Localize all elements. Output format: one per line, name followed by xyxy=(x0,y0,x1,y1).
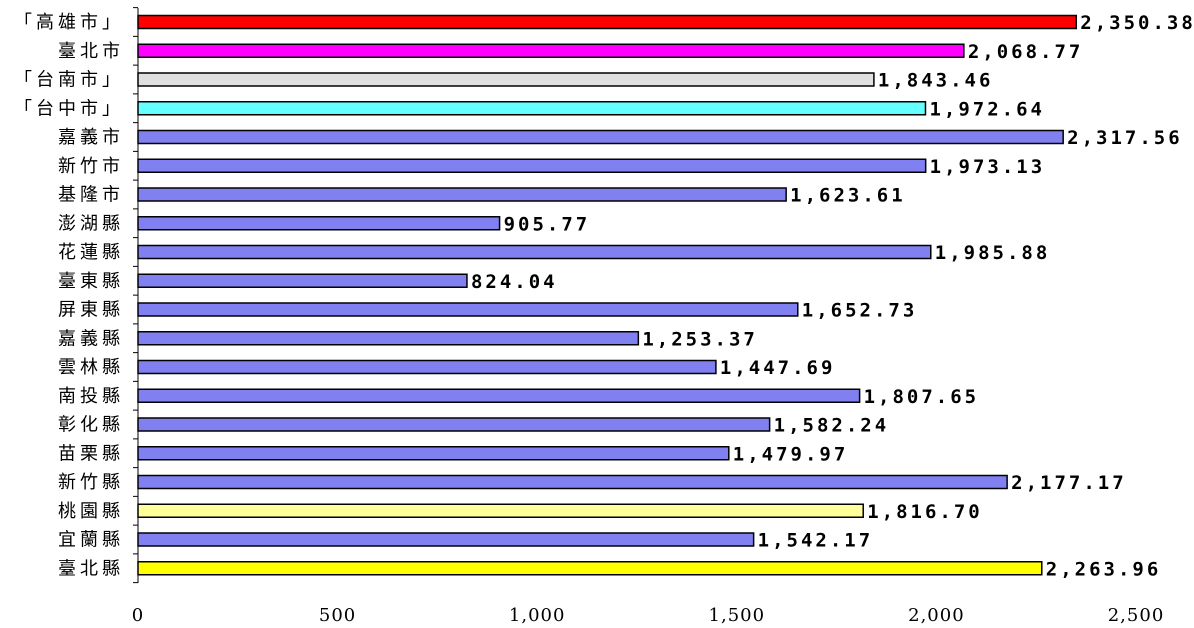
category-label: 雲林縣 xyxy=(58,357,124,378)
category-label: 澎湖縣 xyxy=(58,213,124,234)
value-label: 2,177.17 xyxy=(1011,472,1127,494)
category-label: 新竹縣 xyxy=(58,472,124,493)
category-label: 花蓮縣 xyxy=(58,242,124,263)
value-label: 1,807.65 xyxy=(864,386,980,408)
bar xyxy=(137,474,1008,490)
category-label: 嘉義縣 xyxy=(58,328,124,349)
value-label: 2,263.96 xyxy=(1046,558,1162,580)
bar xyxy=(137,561,1043,576)
category-labels: 「高雄市」臺北市「台南市」「台中市」嘉義市新竹市基隆市澎湖縣花蓮縣臺東縣屏東縣嘉… xyxy=(14,12,124,579)
value-label: 1,972.64 xyxy=(929,98,1045,120)
x-tick-labels: 0 500 1,000 1,500 2,000 2,500 xyxy=(132,605,1165,626)
category-label: 宜蘭縣 xyxy=(58,530,124,551)
bar xyxy=(137,446,730,461)
bar xyxy=(137,417,771,432)
category-label: 「台中市」 xyxy=(14,98,124,119)
category-label: 基隆市 xyxy=(58,185,124,206)
category-label: 「高雄市」 xyxy=(14,12,124,33)
bar xyxy=(137,532,755,547)
value-label: 824.04 xyxy=(471,271,558,293)
x-tick-label: 2,000 xyxy=(908,605,965,626)
value-label: 1,652.73 xyxy=(802,300,918,322)
bar xyxy=(137,503,864,518)
category-label: 「台南市」 xyxy=(14,70,124,91)
chart-axes xyxy=(133,7,139,584)
x-tick-label: 2,500 xyxy=(1108,605,1165,626)
bar-series xyxy=(137,14,1078,576)
bar xyxy=(137,72,875,87)
bar xyxy=(137,302,799,317)
category-label: 南投縣 xyxy=(58,386,124,407)
bar xyxy=(137,14,1078,30)
category-label: 苗栗縣 xyxy=(58,443,124,464)
category-label: 臺北縣 xyxy=(58,558,124,579)
bar xyxy=(137,331,640,346)
value-label: 2,068.77 xyxy=(968,41,1084,63)
bar xyxy=(137,158,927,173)
category-label: 桃園縣 xyxy=(58,501,124,522)
x-tick-label: 0 xyxy=(132,605,144,626)
bar xyxy=(137,216,501,231)
category-label: 新竹市 xyxy=(58,156,124,177)
value-label: 1,542.17 xyxy=(758,530,874,552)
bar xyxy=(137,359,717,375)
value-label: 1,447.69 xyxy=(720,357,836,379)
value-label: 1,985.88 xyxy=(935,242,1051,264)
value-label: 1,582.24 xyxy=(774,415,890,437)
bar xyxy=(137,187,787,202)
category-label: 屏東縣 xyxy=(58,300,124,321)
category-label: 臺東縣 xyxy=(58,271,124,292)
value-label: 2,350.38 xyxy=(1080,12,1194,34)
value-labels: 2,350.38 2,068.77 1,843.46 1,972.64 2,317.56… xyxy=(471,12,1194,580)
value-label: 1,623.61 xyxy=(790,185,906,207)
x-tick-label: 1,000 xyxy=(509,605,566,626)
bar xyxy=(137,101,927,116)
value-label: 1,479.97 xyxy=(733,443,849,465)
bar xyxy=(137,129,1064,145)
bar xyxy=(137,244,932,260)
category-label: 臺北市 xyxy=(58,41,124,62)
category-label: 彰化縣 xyxy=(58,415,124,436)
value-label: 2,317.56 xyxy=(1067,127,1183,149)
x-tick-label: 1,500 xyxy=(709,605,766,626)
x-tick-label: 500 xyxy=(319,605,356,626)
value-label: 1,843.46 xyxy=(878,70,994,92)
bar xyxy=(137,273,468,288)
category-label: 嘉義市 xyxy=(58,127,124,148)
bar xyxy=(137,388,861,403)
value-label: 1,253.37 xyxy=(642,328,758,350)
bar xyxy=(137,43,965,58)
value-label: 1,973.13 xyxy=(930,156,1046,178)
value-label: 1,816.70 xyxy=(867,501,983,523)
value-label: 905.77 xyxy=(504,213,591,235)
